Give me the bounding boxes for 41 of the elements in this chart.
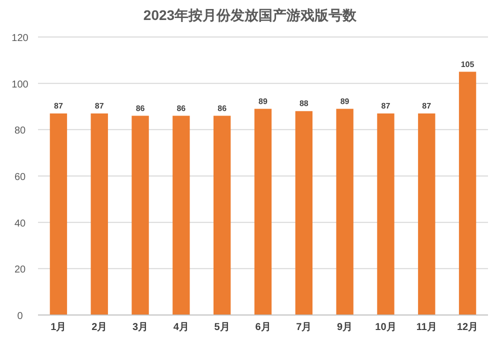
data-label: 88 [299,99,309,108]
x-tick-label: 2月 [92,322,108,333]
data-label: 89 [258,96,268,106]
bar [295,111,312,315]
bar [50,113,68,315]
data-label: 87 [54,101,64,110]
y-tick-label: 120 [12,33,29,44]
data-label: 86 [218,104,228,113]
y-tick-label: 0 [17,311,24,322]
x-tick-label: 6月 [255,322,271,333]
data-label: 86 [176,104,186,113]
x-tick-label: 5月 [214,322,230,333]
bar [458,72,476,315]
x-tick-label: 3月 [132,322,148,333]
data-label: 89 [340,96,350,106]
bar [132,116,149,315]
y-tick-label: 100 [12,79,29,90]
bar [90,113,108,315]
x-tick-label: 10月 [375,322,396,333]
y-tick-label: 40 [14,218,26,230]
bar [254,108,272,315]
x-tick-label: 7月 [296,322,312,333]
y-tick-label: 20 [14,264,26,276]
bar [377,113,394,315]
bar [214,116,231,315]
y-tick-label: 80 [14,126,26,137]
x-tick-label: 11月 [416,322,437,333]
x-tick-label: 1月 [50,322,66,333]
bar [336,108,354,315]
bar [418,113,436,315]
data-label: 86 [136,104,146,113]
data-label: 87 [94,101,104,110]
x-tick-label: 9月 [337,322,353,333]
data-label: 87 [381,101,391,110]
bar [172,116,190,315]
y-tick-label: 60 [14,172,26,183]
x-tick-label: 12月 [456,322,478,333]
x-tick-label: 4月 [173,322,189,333]
chart-title: 2023年按月份发放国产游戏版号数 [143,7,358,23]
data-label: 87 [422,101,432,110]
data-label: 105 [460,60,475,69]
